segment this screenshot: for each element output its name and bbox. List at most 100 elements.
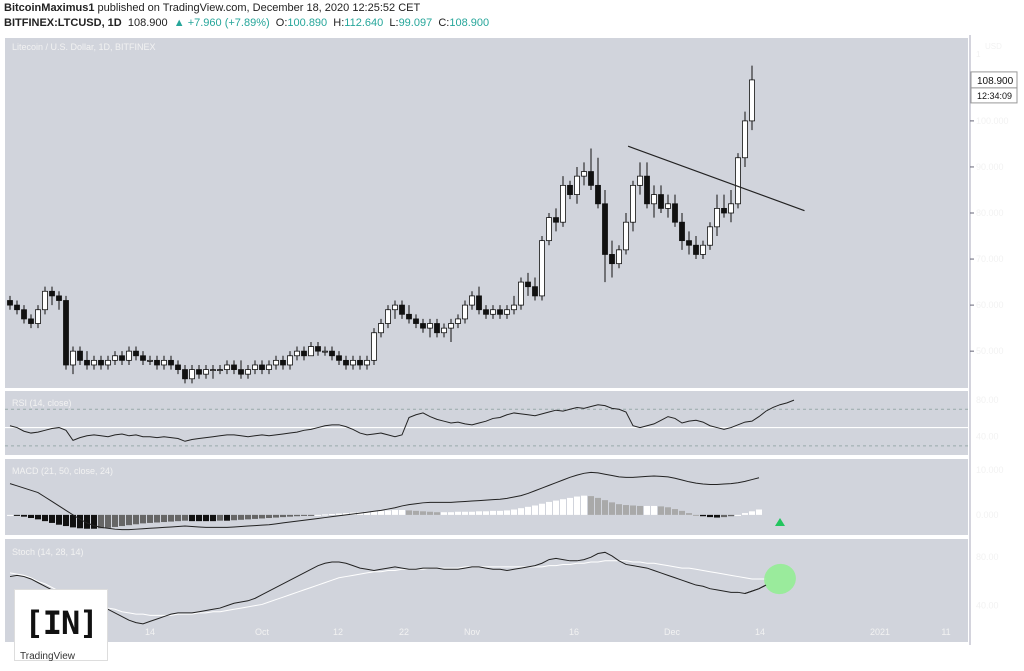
- macd-histogram-bar: [168, 514, 174, 522]
- candle-body: [406, 313, 412, 320]
- macd-histogram-bar: [462, 511, 468, 515]
- countdown-label: 12:34:09: [977, 91, 1012, 101]
- macd-histogram-bar: [259, 514, 265, 519]
- macd-histogram-bar: [511, 509, 517, 515]
- price-pane-title: Litecoin / U.S. Dollar, 1D, BITFINEX: [12, 42, 156, 52]
- macd-histogram-bar: [567, 497, 573, 515]
- macd-pane-title: MACD (21, 50, close, 24): [12, 466, 113, 476]
- macd-histogram-bar: [742, 513, 748, 515]
- candle-body: [322, 350, 328, 353]
- candle-body: [91, 359, 97, 366]
- macd-histogram-bar: [329, 513, 335, 515]
- x-tick-label: Dec: [664, 627, 681, 637]
- candle-body: [98, 359, 104, 366]
- candle-body: [189, 369, 195, 380]
- macd-histogram-bar: [581, 495, 587, 515]
- macd-histogram-bar: [721, 514, 727, 518]
- candle-body: [483, 309, 489, 315]
- macd-histogram-bar: [301, 514, 307, 516]
- symbol-line: BITFINEX:LTCUSD, 1D 108.900 ▲ +7.960 (+7…: [4, 17, 489, 29]
- macd-histogram-bar: [420, 511, 426, 515]
- macd-histogram-bar: [308, 514, 314, 516]
- macd-histogram-bar: [651, 505, 657, 515]
- macd-histogram-bar: [273, 514, 279, 518]
- macd-histogram-bar: [749, 511, 755, 515]
- x-tick-label: 11: [941, 627, 950, 637]
- macd-histogram-bar: [70, 514, 76, 528]
- symbol: BITFINEX:LTCUSD, 1D: [4, 17, 122, 29]
- x-tick-label: Oct: [255, 627, 270, 637]
- candle-body: [581, 171, 587, 177]
- candle-body: [490, 309, 496, 315]
- macd-histogram-bar: [196, 514, 202, 522]
- candle-body: [644, 175, 650, 205]
- candle-body: [182, 369, 188, 380]
- candle-body: [665, 203, 671, 209]
- x-tick-label: 16: [569, 627, 579, 637]
- author-name[interactable]: BitcoinMaximus1: [4, 2, 95, 14]
- tradingview-watermark: TradingView: [20, 651, 76, 662]
- candle-body: [595, 184, 601, 205]
- candle-body: [105, 359, 111, 366]
- chart-canvas[interactable]: Litecoin / U.S. Dollar, 1D, BITFINEX USD 5…: [0, 35, 1024, 671]
- candle-body: [231, 364, 237, 370]
- close-value: 108.900: [449, 17, 490, 29]
- macd-tick-label: 10.000: [976, 465, 1004, 475]
- pane-background: [5, 459, 968, 535]
- macd-histogram-bar: [287, 514, 293, 517]
- pane-background: [5, 539, 968, 642]
- candle-body: [63, 300, 69, 366]
- candle-body: [574, 175, 580, 195]
- candle-body: [448, 323, 454, 329]
- last-price: 108.900: [127, 17, 168, 29]
- beincrypto-logo: [IN]: [14, 589, 108, 661]
- macd-histogram-bar: [679, 510, 685, 515]
- macd-histogram-bar: [665, 507, 671, 515]
- macd-histogram-bar: [252, 514, 258, 519]
- candle-body: [413, 318, 419, 324]
- candle-body: [119, 355, 125, 361]
- macd-histogram-bar: [133, 514, 139, 525]
- price-tick-label: 90.000: [976, 162, 1004, 172]
- macd-histogram-bar: [644, 505, 650, 515]
- open-value: 100.890: [287, 17, 328, 29]
- macd-histogram-bar: [245, 514, 251, 520]
- candle-body: [273, 359, 279, 366]
- candle-body: [686, 240, 692, 246]
- macd-histogram-bar: [693, 514, 699, 516]
- macd-histogram-bar: [224, 514, 230, 521]
- candle-body: [175, 364, 181, 370]
- candle-body: [329, 350, 335, 357]
- macd-histogram-bar: [371, 511, 377, 515]
- macd-histogram-bar: [672, 509, 678, 515]
- close-label: C:: [438, 17, 450, 29]
- candle-body: [147, 359, 153, 362]
- price-tick-label: 1: [976, 50, 981, 59]
- candle-body: [196, 369, 202, 375]
- macd-histogram-bar: [238, 514, 244, 520]
- candle-body: [504, 309, 510, 315]
- macd-histogram-bar: [217, 514, 223, 521]
- macd-histogram-bar: [497, 510, 503, 515]
- candle-body: [21, 309, 27, 320]
- candle-body: [679, 221, 685, 242]
- candle-body: [133, 350, 139, 357]
- candle-body: [693, 244, 699, 255]
- pane-background: [5, 391, 968, 455]
- macd-histogram-bar: [707, 514, 713, 518]
- macd-histogram-bar: [588, 496, 594, 515]
- macd-histogram-bar: [686, 513, 692, 515]
- candle-body: [532, 286, 538, 297]
- macd-histogram-bar: [140, 514, 146, 524]
- macd-histogram-bar: [49, 514, 55, 523]
- candle-body: [14, 304, 20, 311]
- x-tick-label: Nov: [464, 627, 481, 637]
- countdown-box: [970, 87, 1018, 104]
- candle-body: [728, 203, 734, 214]
- publish-info: published on TradingView.com, December 1…: [97, 2, 421, 14]
- candle-body: [742, 120, 748, 159]
- macd-histogram-bar: [147, 514, 153, 523]
- candle-body: [203, 369, 209, 375]
- candle-body: [343, 359, 349, 366]
- candle-body: [539, 240, 545, 297]
